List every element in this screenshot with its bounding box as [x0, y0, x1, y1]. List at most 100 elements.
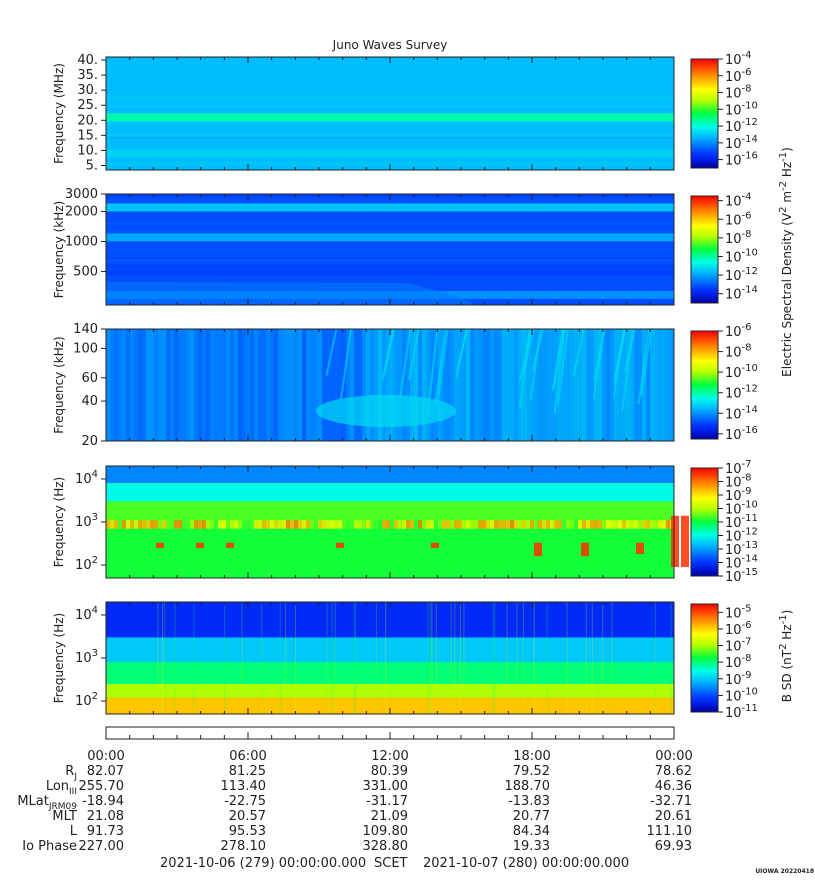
ephemeris-value: 19.33	[513, 839, 550, 854]
spectral-column	[266, 329, 271, 441]
ephemeris-value: 113.40	[221, 779, 267, 794]
colorbar-tick-label: 10-4	[725, 192, 752, 210]
spectral-column	[314, 520, 319, 529]
spectral-column	[534, 329, 539, 441]
burst-streak	[456, 328, 469, 371]
tick-base: 10	[725, 428, 742, 443]
spectral-column	[422, 329, 427, 441]
spectral-streak	[106, 159, 674, 161]
electric-label-sup1: 2	[778, 206, 789, 212]
spectral-column	[510, 329, 515, 441]
spectral-column	[342, 520, 347, 529]
spectral-streak	[106, 148, 674, 150]
ephemeris-value: 278.10	[221, 839, 267, 854]
colorbar-tick-label: 10-8	[725, 473, 752, 491]
intense-emission	[226, 542, 234, 548]
scet-label: SCET	[374, 856, 408, 871]
spectral-column	[514, 329, 519, 441]
spectral-column	[210, 329, 215, 441]
spectral-column	[310, 329, 315, 441]
y-tick-label: 40	[81, 394, 98, 409]
y-tick-label: 100	[73, 341, 98, 356]
spectral-column	[302, 520, 307, 529]
time-tick-label: 18:00	[513, 749, 550, 764]
spectral-column	[562, 520, 567, 529]
magnetic-density-label: B SD (nT2 Hz-1)	[778, 610, 794, 703]
spectral-column	[230, 329, 235, 441]
spectral-column	[582, 329, 587, 441]
ephemeris-value: 46.36	[655, 779, 692, 794]
colorbar-tick-label: 10-14	[725, 554, 758, 572]
tick-exponent: -11	[742, 513, 758, 524]
spectral-column	[142, 520, 147, 529]
ephemeris-value: 20.77	[513, 809, 550, 824]
colorbar-tick-label: 10-8	[725, 84, 752, 102]
spectral-column	[658, 520, 663, 529]
spectral-column	[570, 329, 575, 441]
spectral-column	[498, 520, 503, 529]
spectral-column	[182, 520, 187, 529]
spectral-streak	[106, 256, 674, 260]
spectral-column	[298, 329, 303, 441]
spectral-column	[290, 520, 295, 529]
spectral-streak	[106, 259, 674, 262]
spectral-column	[234, 520, 239, 529]
spectral-column	[542, 329, 547, 441]
spectral-column	[114, 520, 119, 529]
colorbar-tick-label: 10-9	[725, 670, 752, 688]
tick-exponent: -10	[742, 100, 758, 111]
spectral-column	[278, 329, 283, 441]
tick-base: 10	[725, 137, 742, 152]
spectral-column	[162, 329, 167, 441]
spectral-column	[490, 520, 495, 529]
spectral-column	[362, 329, 367, 441]
ephemeris-label: LonIII	[46, 779, 77, 797]
tick-exponent: -16	[742, 151, 758, 162]
ephemeris-value: -31.17	[366, 794, 408, 809]
ephemeris-value: 81.25	[229, 764, 266, 779]
spectral-streak	[106, 264, 674, 268]
intense-emission	[196, 542, 204, 548]
ephemeris-label-text: MLat	[17, 794, 49, 809]
spectral-column	[282, 329, 287, 441]
spectral-column	[630, 329, 635, 441]
ephemeris-value: 82.07	[87, 764, 124, 779]
ephemeris-value: 111.10	[647, 824, 693, 839]
y-tick-label: 30.	[77, 83, 98, 98]
y-axis-label: Frequency (kHz)	[52, 336, 66, 433]
tick-base: 10	[725, 387, 742, 402]
spectral-column	[546, 520, 551, 529]
tick-exponent: -8	[742, 473, 752, 484]
spectral-streak	[106, 122, 674, 126]
spectral-column	[194, 520, 199, 529]
tick-base: 10	[725, 503, 742, 518]
spectral-column	[330, 520, 335, 529]
spectral-column	[294, 520, 299, 529]
ephemeris-label: MLT	[52, 809, 77, 824]
tick-exponent: 2	[92, 691, 98, 702]
spectral-column	[566, 520, 571, 529]
spectral-column	[406, 329, 411, 441]
spectral-column	[526, 329, 531, 441]
ephemeris-value: 80.39	[371, 764, 408, 779]
spectral-column	[654, 520, 659, 529]
y-tick-label: 104	[75, 605, 98, 623]
burst-streak	[434, 328, 447, 405]
tick-base: 10	[725, 366, 742, 381]
emission-band	[106, 149, 674, 158]
ephemeris-label-subscript: JRM09	[48, 802, 77, 812]
spectral-column	[574, 329, 579, 441]
tick-base: 10	[725, 407, 742, 422]
spectral-column	[558, 520, 563, 529]
intense-emission	[671, 515, 679, 568]
spectral-column	[554, 329, 559, 441]
time-axis-ticks	[105, 732, 675, 739]
spectral-column	[318, 520, 323, 529]
spectral-streak	[106, 83, 674, 87]
tick-base: 10	[725, 103, 742, 118]
spectral-column	[646, 329, 651, 441]
spectral-column	[254, 520, 259, 529]
spectral-column	[150, 329, 155, 441]
spectral-column	[198, 329, 203, 441]
colorbar-tick-label: 10-15	[725, 567, 758, 585]
